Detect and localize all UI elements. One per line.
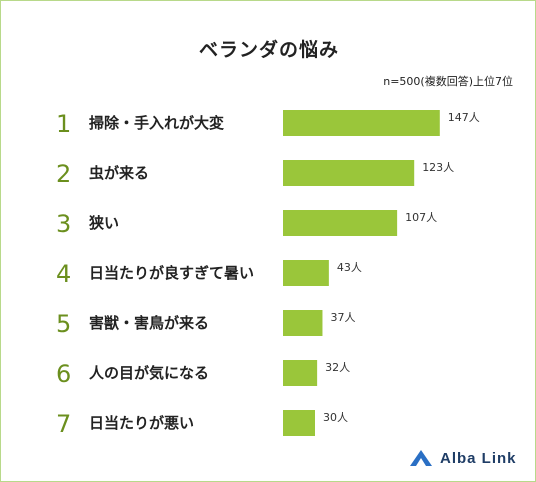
rank-number: 4 [56,260,71,288]
category-label: 掃除・手入れが大変 [89,114,224,132]
value-label: 147人 [448,111,480,124]
rank-number: 7 [56,410,71,438]
brand-logo: Alba Link [408,448,517,468]
category-label: 害獣・害鳥が来る [89,314,209,332]
rank-number: 2 [56,160,71,188]
bar [283,410,315,436]
bar [283,310,323,336]
rank-number: 3 [56,210,71,238]
brand-name: Alba Link [440,449,517,467]
rank-number: 1 [56,110,71,138]
value-label: 30人 [323,411,348,424]
sample-note: n=500(複数回答)上位7位 [383,75,513,88]
bar [283,110,440,136]
value-label: 32人 [325,361,350,374]
category-label: 日当たりが悪い [89,414,194,432]
category-label: 人の目が気になる [89,364,209,382]
bar [283,360,318,386]
rank-number: 5 [56,310,71,338]
bar [283,260,329,286]
value-label: 123人 [422,161,454,174]
value-label: 37人 [330,311,355,324]
category-label: 虫が来る [89,164,149,182]
rank-number: 6 [56,360,71,388]
category-label: 日当たりが良すぎて暑い [89,264,254,282]
value-label: 43人 [337,261,362,274]
bar [283,160,415,186]
bar [283,210,398,236]
category-label: 狭い [88,214,119,232]
value-label: 107人 [405,211,437,224]
chart-title: ベランダの悩み [198,39,339,61]
alba-link-logo-icon [410,450,432,466]
